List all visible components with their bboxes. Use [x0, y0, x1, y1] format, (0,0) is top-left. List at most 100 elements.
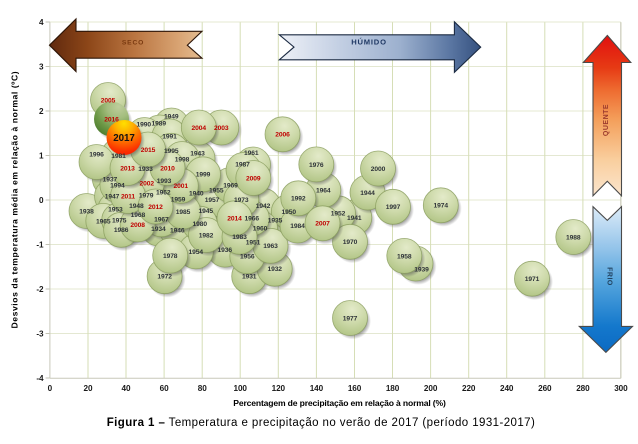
- svg-text:1948: 1948: [129, 203, 144, 210]
- svg-text:1974: 1974: [434, 203, 449, 210]
- svg-text:-2: -2: [36, 285, 44, 294]
- svg-text:1993: 1993: [157, 178, 172, 185]
- svg-text:1934: 1934: [151, 226, 166, 233]
- svg-text:3: 3: [39, 62, 44, 71]
- svg-text:1957: 1957: [205, 197, 220, 204]
- svg-text:2017: 2017: [113, 133, 135, 144]
- svg-text:140: 140: [310, 384, 324, 393]
- svg-text:1952: 1952: [331, 211, 346, 218]
- svg-text:1979: 1979: [139, 192, 154, 199]
- svg-text:1964: 1964: [316, 187, 331, 194]
- svg-text:100: 100: [234, 384, 248, 393]
- svg-text:1960: 1960: [253, 225, 268, 232]
- svg-text:1: 1: [39, 151, 44, 160]
- svg-text:1991: 1991: [162, 134, 177, 141]
- svg-text:180: 180: [386, 384, 400, 393]
- svg-text:1987: 1987: [235, 162, 250, 169]
- svg-text:1981: 1981: [111, 153, 126, 160]
- svg-text:2000: 2000: [371, 166, 386, 173]
- svg-text:FRIO: FRIO: [606, 267, 613, 286]
- svg-text:1970: 1970: [343, 239, 358, 246]
- svg-text:1995: 1995: [164, 148, 179, 155]
- svg-text:1953: 1953: [108, 207, 123, 214]
- svg-text:1980: 1980: [193, 221, 208, 228]
- svg-text:1936: 1936: [218, 247, 233, 254]
- svg-text:40: 40: [122, 384, 131, 393]
- svg-text:1935: 1935: [268, 217, 283, 224]
- svg-text:1937: 1937: [103, 176, 118, 183]
- svg-text:2001: 2001: [174, 183, 189, 190]
- svg-text:1931: 1931: [242, 274, 257, 281]
- svg-text:2004: 2004: [192, 125, 207, 132]
- svg-text:1951: 1951: [246, 239, 261, 246]
- svg-text:2005: 2005: [101, 97, 116, 104]
- svg-text:1956: 1956: [240, 254, 255, 261]
- svg-text:2: 2: [39, 107, 44, 116]
- svg-text:160: 160: [348, 384, 362, 393]
- svg-text:1969: 1969: [223, 182, 238, 189]
- svg-text:260: 260: [538, 384, 552, 393]
- svg-text:1955: 1955: [209, 187, 224, 194]
- svg-text:1983: 1983: [232, 234, 247, 241]
- svg-text:1988: 1988: [566, 234, 581, 241]
- svg-text:Percentagem de precipitação em: Percentagem de precipitação em relação à…: [233, 398, 446, 408]
- svg-text:1963: 1963: [263, 243, 278, 250]
- svg-text:1947: 1947: [105, 194, 120, 201]
- svg-text:1992: 1992: [291, 196, 306, 203]
- svg-text:0: 0: [39, 196, 44, 205]
- svg-text:1962: 1962: [156, 189, 171, 196]
- svg-text:2002: 2002: [140, 180, 155, 187]
- svg-text:2003: 2003: [214, 125, 229, 132]
- svg-text:HÚMIDO: HÚMIDO: [351, 38, 387, 47]
- svg-text:1946: 1946: [170, 227, 185, 234]
- svg-text:1966: 1966: [245, 216, 260, 223]
- svg-text:1982: 1982: [199, 232, 214, 239]
- svg-text:2013: 2013: [120, 165, 135, 172]
- svg-text:1989: 1989: [152, 120, 167, 127]
- svg-text:1945: 1945: [199, 208, 214, 215]
- svg-text:2010: 2010: [160, 165, 175, 172]
- svg-text:1973: 1973: [234, 197, 249, 204]
- svg-text:1939: 1939: [414, 266, 429, 273]
- svg-text:2006: 2006: [275, 132, 290, 139]
- svg-text:1972: 1972: [157, 274, 172, 281]
- svg-text:1940: 1940: [189, 191, 204, 198]
- svg-text:1990: 1990: [137, 122, 152, 129]
- svg-text:1959: 1959: [171, 197, 186, 204]
- svg-text:1975: 1975: [112, 218, 127, 225]
- svg-text:2008: 2008: [130, 222, 145, 229]
- svg-text:1943: 1943: [190, 151, 205, 158]
- svg-text:1944: 1944: [360, 190, 375, 197]
- svg-text:1977: 1977: [343, 315, 358, 322]
- svg-text:Desvios da temperatura média e: Desvios da temperatura média em relação …: [10, 71, 20, 328]
- svg-text:1942: 1942: [256, 203, 271, 210]
- svg-text:1984: 1984: [290, 223, 305, 230]
- svg-text:1938: 1938: [79, 208, 94, 215]
- svg-text:220: 220: [462, 384, 476, 393]
- svg-text:1997: 1997: [386, 204, 401, 211]
- svg-text:0: 0: [48, 384, 53, 393]
- svg-text:1933: 1933: [138, 166, 153, 173]
- svg-text:80: 80: [198, 384, 207, 393]
- svg-text:1932: 1932: [267, 266, 282, 273]
- svg-text:1961: 1961: [244, 150, 259, 157]
- svg-text:-3: -3: [36, 329, 44, 338]
- svg-text:2012: 2012: [148, 204, 163, 211]
- svg-text:QUENTE: QUENTE: [603, 104, 610, 136]
- svg-text:1999: 1999: [196, 172, 211, 179]
- svg-text:1954: 1954: [189, 249, 204, 256]
- svg-text:1998: 1998: [175, 156, 190, 163]
- svg-text:240: 240: [500, 384, 514, 393]
- svg-text:1967: 1967: [154, 217, 169, 224]
- svg-text:1968: 1968: [131, 212, 146, 219]
- svg-text:120: 120: [272, 384, 286, 393]
- svg-text:60: 60: [160, 384, 169, 393]
- svg-text:2007: 2007: [315, 221, 330, 228]
- svg-text:1958: 1958: [397, 253, 412, 260]
- svg-text:1996: 1996: [89, 152, 104, 159]
- svg-text:2014: 2014: [227, 216, 242, 223]
- svg-text:280: 280: [576, 384, 590, 393]
- svg-text:1941: 1941: [347, 215, 362, 222]
- svg-text:-4: -4: [36, 374, 44, 383]
- svg-text:200: 200: [424, 384, 438, 393]
